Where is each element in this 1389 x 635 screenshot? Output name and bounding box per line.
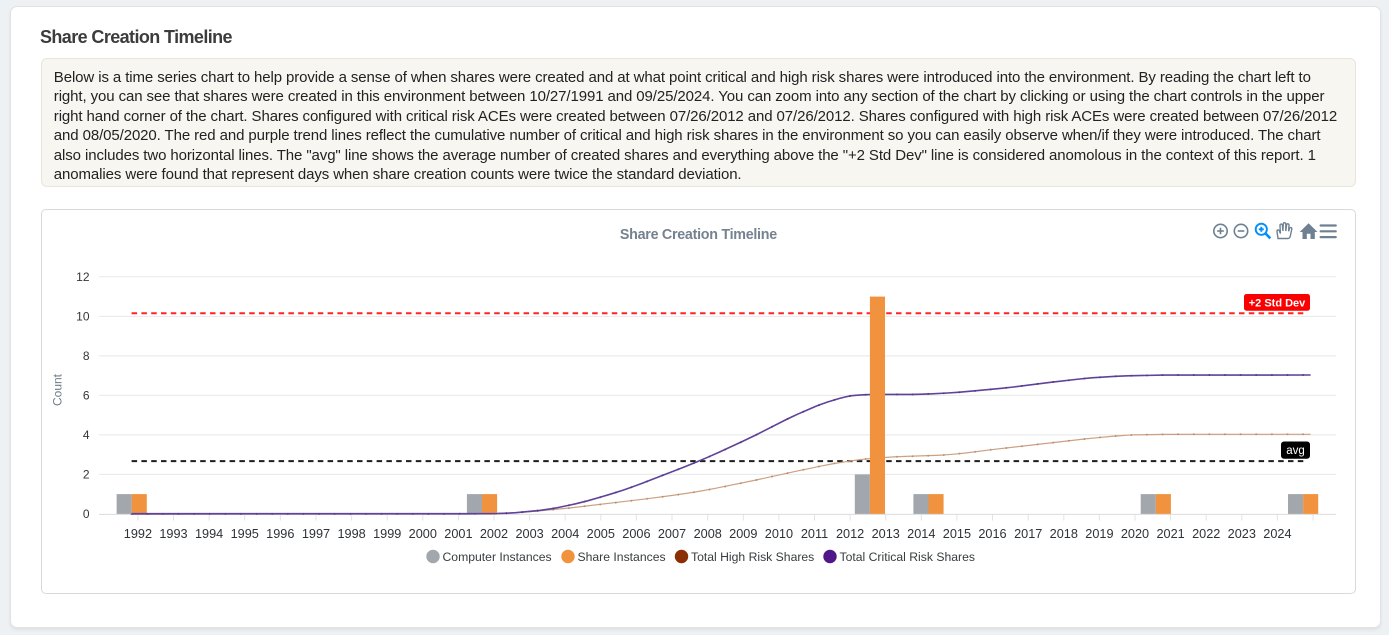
svg-text:2011: 2011 bbox=[801, 527, 828, 541]
svg-text:2003: 2003 bbox=[515, 527, 543, 541]
svg-text:6: 6 bbox=[83, 389, 90, 403]
svg-text:8: 8 bbox=[83, 349, 90, 363]
svg-text:2005: 2005 bbox=[587, 527, 615, 541]
svg-text:avg: avg bbox=[1286, 445, 1305, 457]
svg-text:Share Creation Timeline: Share Creation Timeline bbox=[620, 227, 777, 243]
svg-text:2004: 2004 bbox=[551, 527, 579, 541]
svg-text:1993: 1993 bbox=[159, 527, 187, 541]
svg-text:2000: 2000 bbox=[409, 527, 437, 541]
svg-text:1996: 1996 bbox=[266, 527, 294, 541]
svg-text:1995: 1995 bbox=[231, 527, 259, 541]
svg-text:2024: 2024 bbox=[1263, 527, 1291, 541]
svg-text:2021: 2021 bbox=[1156, 527, 1184, 541]
svg-text:12: 12 bbox=[76, 270, 90, 284]
svg-text:2012: 2012 bbox=[836, 527, 864, 541]
svg-text:2015: 2015 bbox=[943, 527, 971, 541]
svg-text:2013: 2013 bbox=[872, 527, 900, 541]
svg-text:2023: 2023 bbox=[1228, 527, 1256, 541]
svg-text:2008: 2008 bbox=[694, 527, 722, 541]
svg-text:Total High Risk Shares: Total High Risk Shares bbox=[691, 550, 814, 564]
svg-text:2007: 2007 bbox=[658, 527, 686, 541]
svg-text:2019: 2019 bbox=[1085, 527, 1113, 541]
svg-text:Computer Instances: Computer Instances bbox=[443, 550, 552, 564]
svg-text:Count: Count bbox=[51, 373, 65, 406]
svg-text:2: 2 bbox=[83, 468, 90, 482]
svg-text:2001: 2001 bbox=[444, 527, 472, 541]
svg-text:2016: 2016 bbox=[978, 527, 1006, 541]
svg-text:2006: 2006 bbox=[622, 527, 650, 541]
svg-text:1997: 1997 bbox=[302, 527, 330, 541]
svg-text:Share Instances: Share Instances bbox=[578, 550, 666, 564]
svg-text:2018: 2018 bbox=[1050, 527, 1078, 541]
svg-text:0: 0 bbox=[83, 507, 90, 521]
svg-text:2022: 2022 bbox=[1192, 527, 1220, 541]
svg-text:4: 4 bbox=[83, 428, 90, 442]
svg-text:2009: 2009 bbox=[729, 527, 757, 541]
svg-text:2014: 2014 bbox=[907, 527, 935, 541]
svg-text:2002: 2002 bbox=[480, 527, 508, 541]
svg-text:10: 10 bbox=[76, 310, 90, 324]
svg-text:1998: 1998 bbox=[337, 527, 365, 541]
svg-text:1994: 1994 bbox=[195, 527, 223, 541]
svg-text:Total Critical Risk Shares: Total Critical Risk Shares bbox=[840, 550, 975, 564]
svg-text:2020: 2020 bbox=[1121, 527, 1149, 541]
svg-text:2017: 2017 bbox=[1014, 527, 1042, 541]
svg-text:2010: 2010 bbox=[765, 527, 793, 541]
svg-text:+2 Std Dev: +2 Std Dev bbox=[1249, 297, 1306, 309]
svg-text:1992: 1992 bbox=[124, 527, 152, 541]
svg-text:1999: 1999 bbox=[373, 527, 401, 541]
